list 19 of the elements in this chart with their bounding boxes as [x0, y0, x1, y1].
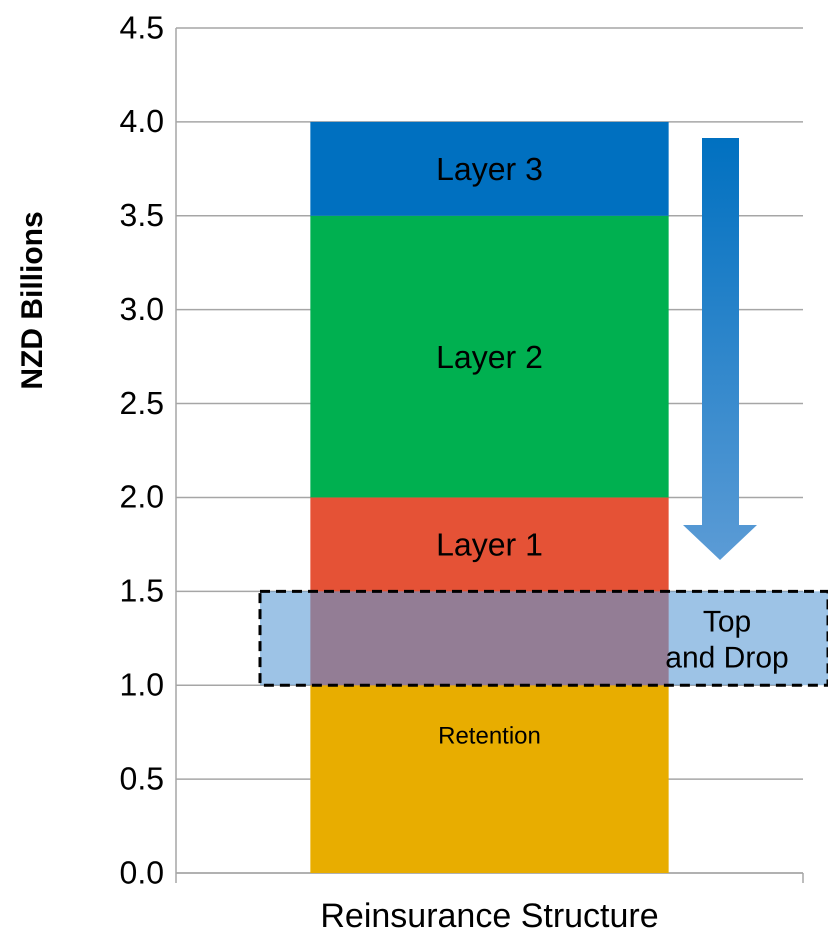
y-tick-label: 1.0 [120, 666, 164, 702]
y-axis-title: NZD Billions [16, 211, 49, 390]
band-label: Top and Drop [665, 605, 789, 674]
y-tick-label: 3.0 [120, 290, 164, 327]
y-tick-label: 3.5 [120, 197, 164, 234]
y-tick-label: 0.5 [120, 760, 164, 796]
y-tick-label: 1.5 [120, 572, 164, 609]
series-label: Layer 3 [436, 151, 543, 188]
bar [310, 122, 669, 216]
series-label: Layer 2 [436, 338, 543, 375]
x-tick-label: Reinsurance Structure [320, 897, 659, 936]
series-label: Layer 1 [436, 526, 543, 563]
y-tick-label: 0.0 [120, 854, 164, 890]
y-tick-label: 4.5 [120, 9, 164, 46]
y-tick-label: 4.0 [120, 103, 164, 140]
y-tick-label: 2.5 [120, 384, 164, 421]
y-tick-label: 2.0 [120, 478, 164, 515]
bar [310, 216, 669, 498]
series-label: Retention [438, 722, 541, 750]
